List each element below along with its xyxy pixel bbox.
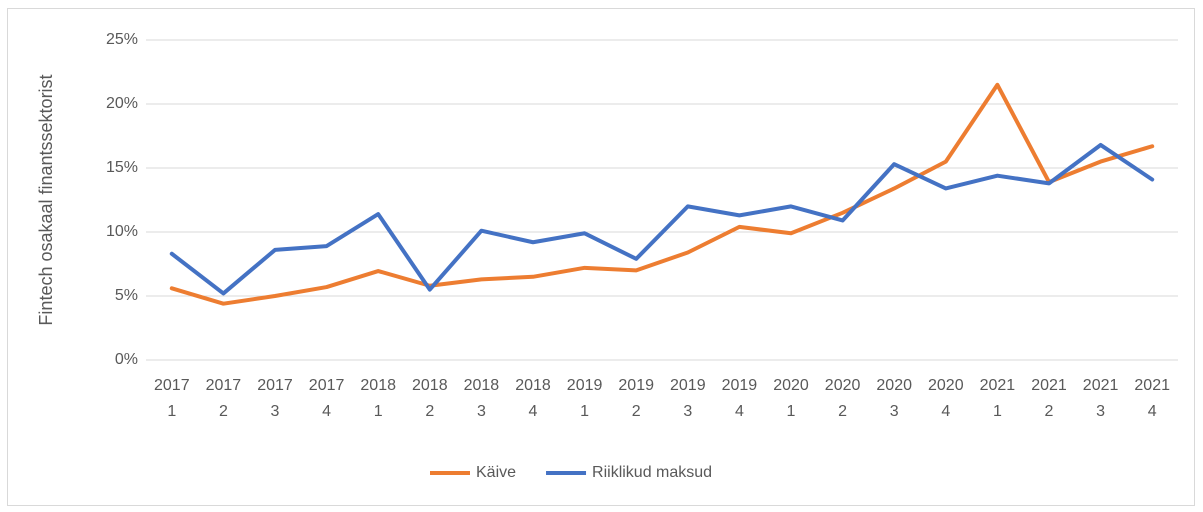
x-tick-label: 3: [683, 403, 692, 420]
x-tick-label: 1: [167, 403, 176, 420]
x-tick-label: 1: [374, 403, 383, 420]
x-tick-label: 2019: [670, 377, 706, 394]
x-tick-label: 4: [1148, 403, 1157, 420]
x-tick-label: 2021: [1031, 377, 1067, 394]
x-tick-label: 4: [735, 403, 744, 420]
x-tick-label: 3: [477, 403, 486, 420]
x-tick-label: 4: [322, 403, 331, 420]
x-tick-label: 2019: [722, 377, 758, 394]
x-tick-label: 2021: [1083, 377, 1119, 394]
x-tick-label: 3: [890, 403, 899, 420]
x-tick-label: 2: [1045, 403, 1054, 420]
x-tick-label: 2021: [980, 377, 1016, 394]
x-tick-label: 2017: [154, 377, 190, 394]
x-tick-label: 2: [219, 403, 228, 420]
x-tick-label: 2020: [825, 377, 861, 394]
x-tick-label: 2019: [618, 377, 654, 394]
x-tick-label: 4: [941, 403, 950, 420]
x-tick-label: 3: [271, 403, 280, 420]
x-tick-label: 2017: [257, 377, 293, 394]
chart-border: [7, 8, 1195, 506]
x-tick-label: 3: [1096, 403, 1105, 420]
x-tick-label: 2018: [515, 377, 551, 394]
y-tick-label: 25%: [106, 31, 138, 48]
legend-label: Käive: [476, 464, 516, 481]
y-axis-label: Fintech osakaal finantssektorist: [36, 74, 56, 325]
x-tick-label: 1: [580, 403, 589, 420]
y-tick-label: 15%: [106, 159, 138, 176]
y-tick-label: 5%: [115, 287, 138, 304]
x-tick-label: 2: [632, 403, 641, 420]
x-tick-label: 1: [787, 403, 796, 420]
x-tick-label: 2017: [206, 377, 242, 394]
x-tick-label: 4: [529, 403, 538, 420]
y-tick-label: 20%: [106, 95, 138, 112]
x-tick-label: 2017: [309, 377, 345, 394]
legend-label: Riiklikud maksud: [592, 464, 712, 481]
x-tick-label: 1: [993, 403, 1002, 420]
x-tick-label: 2018: [360, 377, 396, 394]
x-tick-label: 2019: [567, 377, 603, 394]
x-tick-label: 2021: [1134, 377, 1170, 394]
x-tick-label: 2018: [464, 377, 500, 394]
line-series: [169, 142, 1155, 296]
x-tick-label: 2020: [876, 377, 912, 394]
line-series: [169, 82, 1155, 306]
y-tick-label: 10%: [106, 223, 138, 240]
x-tick-label: 2020: [928, 377, 964, 394]
x-tick-label: 2: [838, 403, 847, 420]
x-tick-label: 2018: [412, 377, 448, 394]
x-tick-label: 2: [425, 403, 434, 420]
y-tick-label: 0%: [115, 351, 138, 368]
x-tick-label: 2020: [773, 377, 809, 394]
